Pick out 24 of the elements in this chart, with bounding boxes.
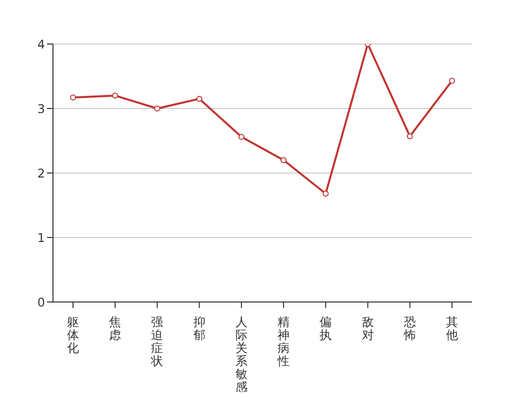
x-tick-label: 躯体化: [67, 315, 79, 355]
x-tick-label: 其他: [446, 315, 458, 342]
point: [322, 190, 329, 197]
y-tick-label: 4: [37, 37, 45, 52]
y-tick-label: 2: [37, 166, 45, 180]
x-tick-label: 强迫症状: [150, 315, 164, 368]
y-tick-label: 3: [37, 102, 45, 116]
y-tick-label: 1: [37, 230, 45, 245]
point: [280, 157, 287, 164]
x-tick-label: 敌对: [362, 315, 374, 342]
point: [196, 96, 202, 102]
point: [154, 106, 160, 112]
x-tick-label: 精神病性: [276, 315, 290, 368]
x-tick-label: 焦虑: [109, 315, 122, 342]
y-tick-label: 0: [37, 295, 45, 310]
x-tick-label: 恐怖: [402, 315, 416, 342]
point: [112, 92, 118, 99]
point: [449, 78, 455, 84]
x-tick-label: 抑郁: [193, 315, 206, 342]
x-tick-label: 人际关系敏感: [235, 315, 248, 394]
x-tick-label: 偏执: [320, 315, 332, 342]
point: [70, 94, 76, 101]
point: [238, 134, 244, 140]
point: [406, 133, 413, 140]
